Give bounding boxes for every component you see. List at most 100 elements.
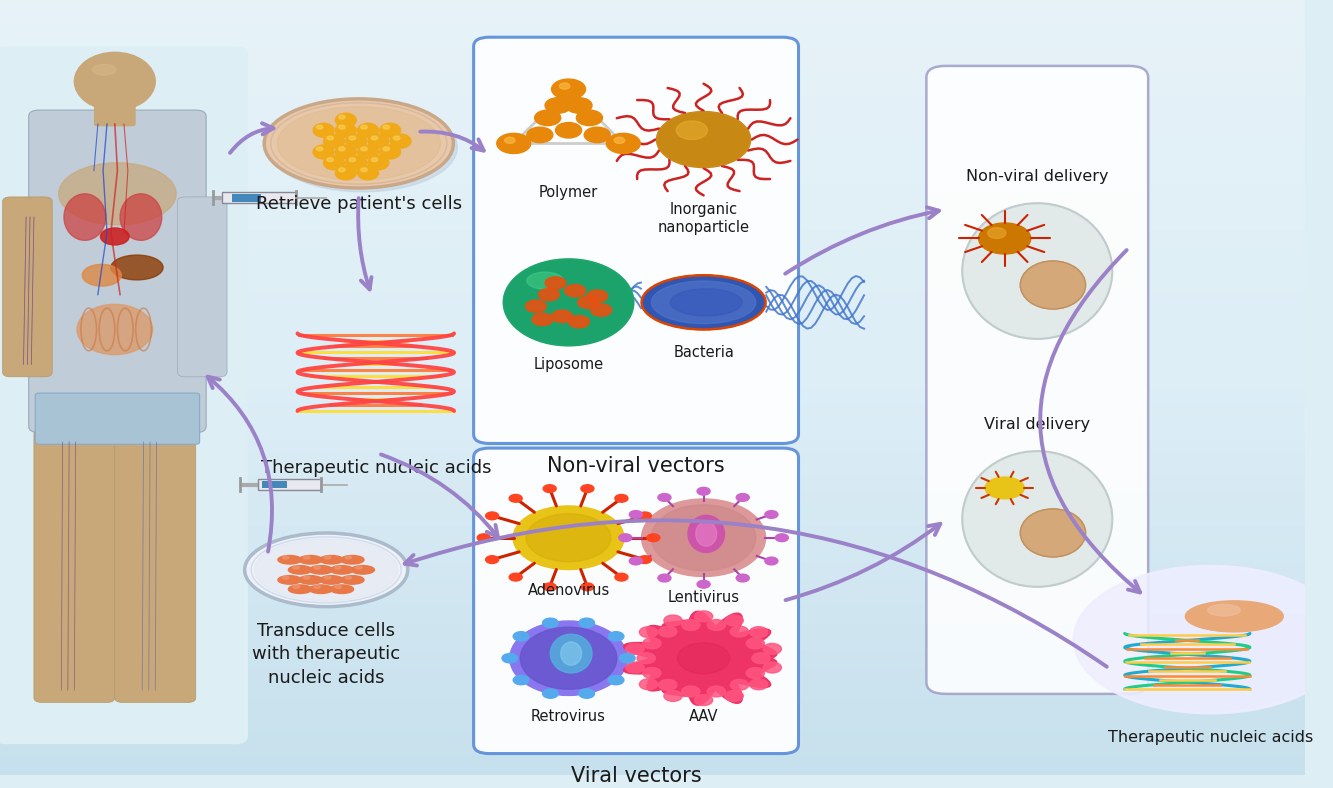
Ellipse shape [111, 255, 163, 280]
Polygon shape [221, 192, 296, 203]
Ellipse shape [92, 65, 116, 75]
Ellipse shape [245, 533, 408, 607]
Text: Retrovirus: Retrovirus [531, 708, 607, 723]
Circle shape [736, 574, 749, 582]
Circle shape [752, 652, 770, 663]
Ellipse shape [1185, 600, 1284, 632]
Ellipse shape [371, 158, 377, 162]
Circle shape [639, 556, 652, 563]
Circle shape [625, 644, 644, 654]
FancyBboxPatch shape [473, 37, 798, 444]
FancyBboxPatch shape [926, 66, 1148, 694]
Circle shape [543, 583, 556, 591]
Text: Liposome: Liposome [533, 357, 604, 372]
Circle shape [505, 137, 515, 143]
Ellipse shape [339, 147, 345, 151]
Text: Polymer: Polymer [539, 184, 599, 199]
Ellipse shape [688, 515, 724, 552]
Ellipse shape [320, 576, 343, 584]
Ellipse shape [264, 98, 453, 188]
Circle shape [513, 632, 529, 641]
Circle shape [620, 653, 635, 663]
Ellipse shape [255, 539, 399, 600]
Ellipse shape [339, 125, 345, 129]
Ellipse shape [504, 259, 633, 346]
Ellipse shape [380, 123, 400, 137]
Ellipse shape [316, 125, 323, 129]
Ellipse shape [551, 634, 592, 673]
Ellipse shape [345, 156, 367, 169]
Ellipse shape [985, 477, 1024, 499]
Circle shape [581, 485, 595, 492]
Ellipse shape [380, 145, 400, 159]
Ellipse shape [339, 115, 345, 119]
FancyBboxPatch shape [115, 429, 196, 702]
Circle shape [607, 133, 640, 154]
Circle shape [681, 686, 700, 697]
Ellipse shape [335, 585, 341, 589]
Ellipse shape [349, 158, 356, 162]
Ellipse shape [277, 556, 301, 564]
Text: Adenovirus: Adenovirus [528, 582, 609, 598]
Ellipse shape [962, 452, 1112, 587]
Ellipse shape [357, 166, 379, 180]
Ellipse shape [391, 134, 411, 148]
Ellipse shape [304, 556, 309, 559]
Circle shape [676, 121, 708, 139]
Ellipse shape [361, 168, 368, 172]
Circle shape [639, 512, 652, 520]
Circle shape [765, 511, 778, 519]
Ellipse shape [357, 145, 379, 159]
Circle shape [637, 652, 656, 663]
Circle shape [776, 533, 788, 541]
Circle shape [539, 288, 560, 301]
Ellipse shape [368, 134, 389, 148]
Text: Therapeutic nucleic acids: Therapeutic nucleic acids [1108, 730, 1313, 745]
Text: Viral vectors: Viral vectors [571, 766, 701, 786]
Circle shape [659, 574, 670, 582]
Ellipse shape [962, 203, 1112, 339]
Ellipse shape [331, 566, 353, 574]
Ellipse shape [527, 272, 564, 289]
Circle shape [615, 573, 628, 581]
Text: Inorganic
nanoparticle: Inorganic nanoparticle [657, 202, 749, 235]
Circle shape [525, 300, 547, 312]
Circle shape [749, 679, 768, 690]
Ellipse shape [336, 123, 356, 137]
Text: Therapeutic nucleic acids: Therapeutic nucleic acids [260, 459, 491, 477]
Ellipse shape [509, 621, 628, 696]
Ellipse shape [351, 566, 375, 574]
Ellipse shape [120, 194, 161, 240]
Ellipse shape [336, 113, 356, 127]
FancyBboxPatch shape [29, 110, 207, 433]
Circle shape [485, 512, 499, 520]
Text: Bacteria: Bacteria [673, 345, 734, 360]
Circle shape [577, 296, 599, 309]
FancyBboxPatch shape [93, 91, 136, 126]
Ellipse shape [327, 136, 333, 140]
Ellipse shape [1020, 509, 1085, 557]
Text: Non-viral vectors: Non-viral vectors [548, 456, 725, 476]
Circle shape [643, 638, 661, 649]
Circle shape [647, 533, 660, 541]
Ellipse shape [357, 123, 379, 137]
Ellipse shape [324, 556, 331, 559]
Ellipse shape [1074, 566, 1333, 713]
Circle shape [659, 626, 677, 637]
Circle shape [579, 689, 595, 698]
Circle shape [725, 615, 744, 626]
Ellipse shape [356, 566, 363, 569]
Ellipse shape [331, 585, 353, 593]
Ellipse shape [383, 125, 389, 129]
FancyBboxPatch shape [35, 393, 200, 444]
Circle shape [560, 83, 569, 89]
Ellipse shape [504, 259, 633, 346]
Ellipse shape [340, 556, 364, 564]
Ellipse shape [83, 264, 121, 286]
Text: Non-viral delivery: Non-viral delivery [966, 169, 1109, 184]
Circle shape [552, 79, 585, 99]
Circle shape [681, 619, 700, 630]
Circle shape [567, 98, 592, 113]
Circle shape [730, 626, 749, 637]
Ellipse shape [299, 576, 323, 584]
